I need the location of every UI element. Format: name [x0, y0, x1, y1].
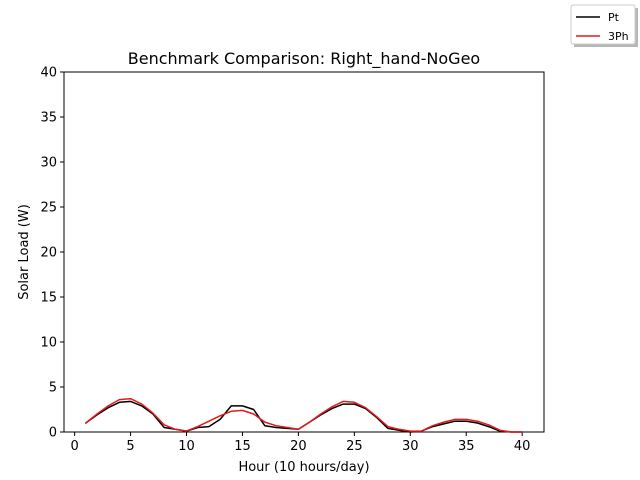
y-axis-title: Solar Load (W) [17, 204, 32, 300]
x-axis: 0 5 10 15 20 25 30 35 40 [70, 432, 530, 454]
y-tick-label: 20 [40, 246, 57, 261]
legend-box [570, 4, 636, 45]
legend-label-pt: Pt [608, 11, 620, 24]
y-axis: 0 5 10 15 20 25 30 35 40 [40, 66, 64, 441]
x-tick-label: 40 [514, 439, 531, 454]
y-tick-label: 10 [40, 336, 57, 351]
series-line-3ph [85, 397, 523, 433]
x-tick-label: 5 [126, 439, 134, 454]
y-tick-label: 5 [49, 381, 57, 396]
y-tick-label: 0 [49, 426, 57, 441]
legend: Pt 3Ph [570, 4, 638, 47]
y-tick-label: 30 [40, 156, 57, 171]
legend-label-3ph: 3Ph [608, 30, 629, 43]
x-tick-label: 15 [234, 439, 251, 454]
x-tick-label: 25 [346, 439, 363, 454]
x-tick-label: 35 [458, 439, 475, 454]
y-tick-label: 35 [40, 111, 57, 126]
series-lines [85, 397, 523, 433]
x-tick-label: 30 [402, 439, 419, 454]
y-tick-label: 15 [40, 291, 57, 306]
x-tick-label: 0 [70, 439, 78, 454]
chart-title: Benchmark Comparison: Right_hand-NoGeo [128, 49, 480, 69]
x-tick-label: 20 [290, 439, 307, 454]
y-tick-label: 25 [40, 201, 57, 216]
x-tick-label: 10 [178, 439, 195, 454]
y-tick-label: 40 [40, 66, 57, 81]
x-axis-title: Hour (10 hours/day) [238, 460, 369, 475]
